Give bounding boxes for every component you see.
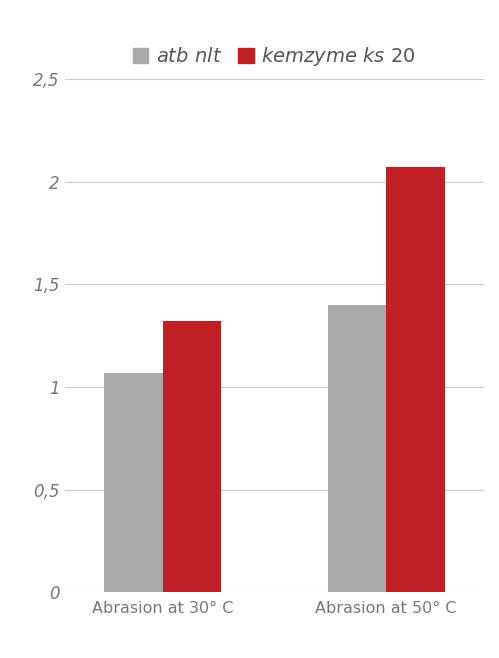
Bar <box>327 305 386 592</box>
Bar <box>386 167 445 592</box>
Bar <box>163 321 222 592</box>
Legend: $\it{atb\ nlt}$, $\it{kemzyme\ ks\ 20}$: $\it{atb\ nlt}$, $\it{kemzyme\ ks\ 20}$ <box>125 38 424 76</box>
Bar <box>104 372 163 592</box>
